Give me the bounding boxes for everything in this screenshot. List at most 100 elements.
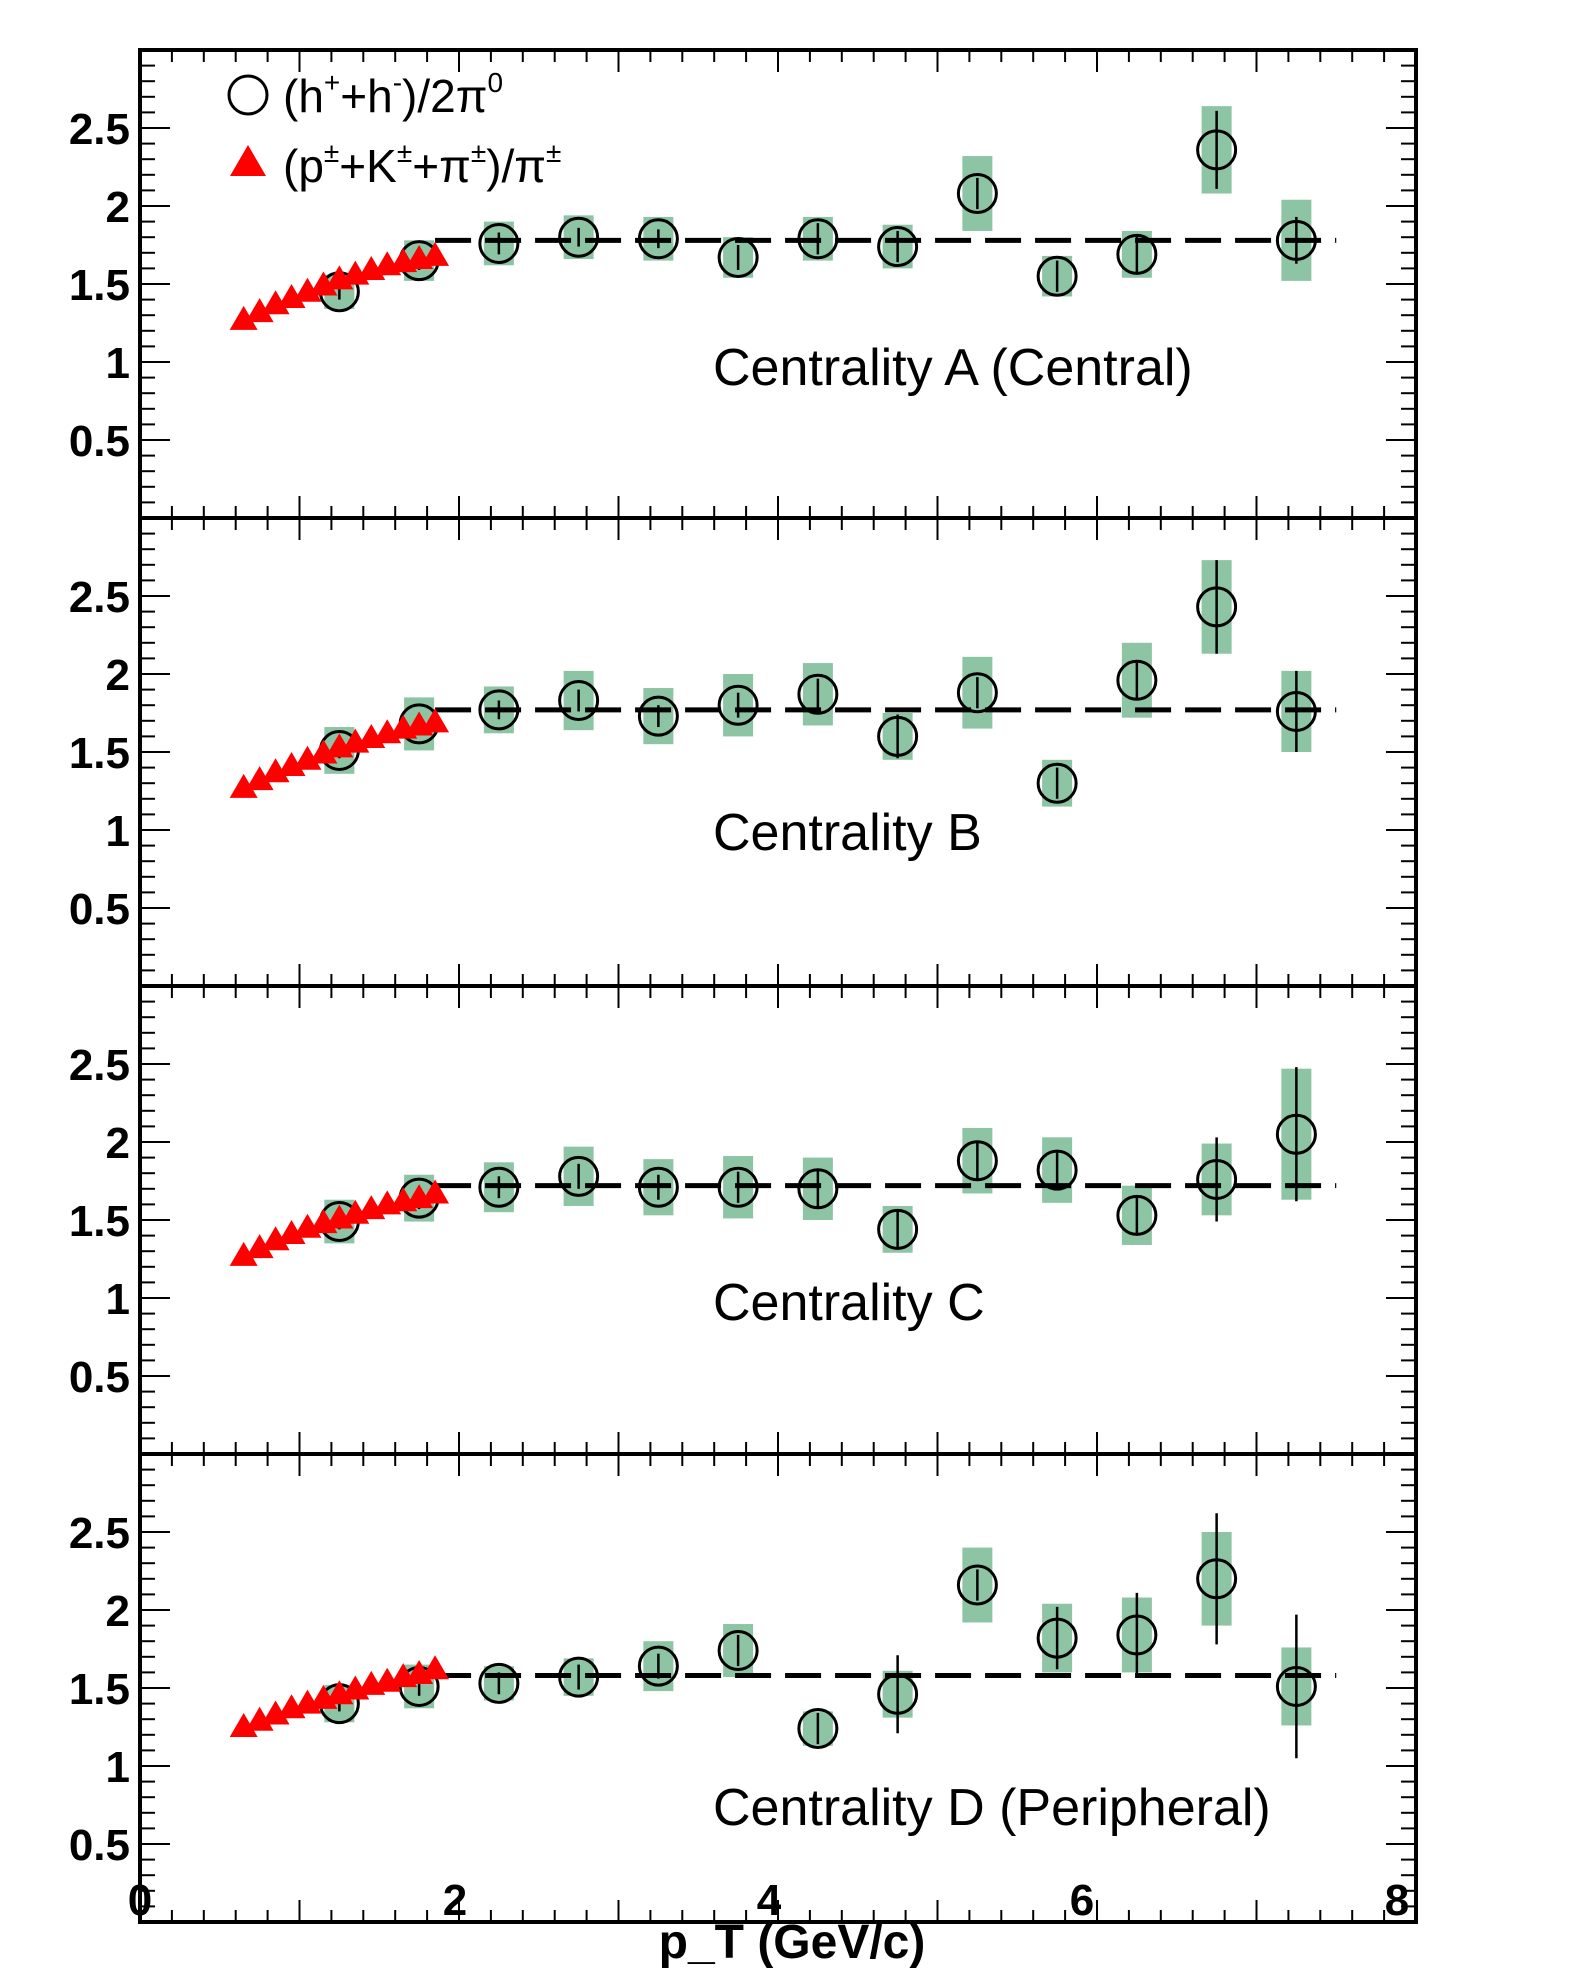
circle-point — [478, 1166, 520, 1208]
triangle-point — [277, 284, 306, 309]
panel-label-c: Centrality C — [713, 1274, 985, 1332]
circle-point — [1275, 1113, 1317, 1155]
triangle-point — [229, 773, 258, 798]
circle-point — [717, 684, 759, 726]
triangle-point — [245, 1706, 274, 1731]
panel-d: 0.5 1 1.5 2 2.5 — [69, 1452, 1418, 1924]
circle-point — [478, 689, 520, 731]
circle-point — [877, 1673, 919, 1715]
y-tick-label: 0.5 — [69, 1353, 130, 1402]
circle-point — [1116, 233, 1158, 275]
circle-point — [478, 222, 520, 264]
legend-label-charged-ratio: (p±+K±+π±)/π± — [283, 137, 561, 192]
triangle-point — [293, 277, 322, 302]
x-tick-label-8: 8 — [1385, 1876, 1409, 1925]
circle-point — [637, 1645, 679, 1687]
y-tick-label: 1.5 — [69, 1665, 130, 1714]
circle-point — [558, 1656, 600, 1698]
circle-point — [877, 715, 919, 757]
circle-point — [1275, 690, 1317, 732]
panel-b: 0.5 1 1.5 2 2.5 — [69, 516, 1418, 988]
panel-a: 0.5 1 1.5 2 2.5 — [69, 48, 1418, 520]
y-tick-label: 1 — [106, 1743, 130, 1792]
circle-point — [956, 1564, 998, 1606]
triangle-point — [421, 241, 450, 266]
circle-point — [558, 680, 600, 722]
y-tick-label: 1 — [106, 807, 130, 856]
circle-point — [1196, 129, 1238, 171]
circle-point — [956, 173, 998, 215]
circle-point — [797, 218, 839, 260]
y-tick-label: 2.5 — [69, 573, 130, 622]
y-tick-label: 2.5 — [69, 1041, 130, 1090]
y-tick-label: 2.5 — [69, 1509, 130, 1558]
y-tick-label: 1.5 — [69, 729, 130, 778]
legend-triangle-marker — [230, 145, 266, 176]
triangle-point — [421, 708, 450, 733]
triangle-point — [245, 298, 274, 323]
circle-point — [1036, 1149, 1078, 1191]
x-tick-label-6: 6 — [1070, 1876, 1094, 1925]
triangle-point — [277, 752, 306, 777]
triangle-point — [261, 1226, 290, 1251]
circle-point — [478, 1662, 520, 1704]
triangle-point — [421, 1179, 450, 1204]
y-tick-label: 1.5 — [69, 261, 130, 310]
triangle-point — [229, 305, 258, 330]
triangle-point — [261, 758, 290, 783]
triangle-point — [229, 1241, 258, 1266]
legend: (h++h-)/2π0 (p±+K±+π±)/π± — [227, 67, 561, 192]
circle-point — [1116, 1194, 1158, 1236]
circle-point — [1036, 762, 1078, 804]
circle-point — [956, 1140, 998, 1182]
legend-label-hadron-ratio: (h++h-)/2π0 — [283, 67, 503, 122]
panel-label-a: Centrality A (Central) — [713, 339, 1193, 397]
circle-point — [1036, 255, 1078, 297]
circle-point — [558, 1155, 600, 1197]
triangle-point — [421, 1655, 450, 1680]
circle-point — [877, 1208, 919, 1250]
x-axis-title: p_T (GeV/c) — [659, 1916, 926, 1969]
y-tick-label: 2.5 — [69, 105, 130, 154]
triangle-point — [293, 745, 322, 770]
circle-point — [1116, 1614, 1158, 1656]
panel-label-d: Centrality D (Peripheral) — [713, 1779, 1271, 1837]
circle-point — [637, 695, 679, 737]
circle-point — [1036, 1617, 1078, 1659]
y-tick-label: 2 — [106, 1587, 130, 1636]
circle-point — [1275, 219, 1317, 261]
circle-point — [1196, 586, 1238, 628]
panels-layer: 0.5 1 1.5 2 2.5 0.5 1 1.5 2 2.5 0.5 1 1.5 2 2.5 0.5 1 1.5… — [69, 48, 1418, 1924]
circle-point — [956, 672, 998, 714]
y-tick-label: 2 — [106, 651, 130, 700]
circle-point — [637, 1166, 679, 1208]
circle-point — [797, 1168, 839, 1210]
triangle-point — [309, 271, 338, 296]
circle-point — [558, 216, 600, 258]
circle-point — [717, 236, 759, 278]
circle-point — [717, 1630, 759, 1672]
x-tick-label-4: 4 — [757, 1876, 782, 1925]
triangle-point — [245, 766, 274, 791]
y-tick-label: 0.5 — [69, 417, 130, 466]
circle-point — [797, 673, 839, 715]
y-tick-label: 0.5 — [69, 885, 130, 934]
y-tick-label: 1 — [106, 1275, 130, 1324]
triangle-point — [277, 1220, 306, 1245]
panel-c: 0.5 1 1.5 2 2.5 — [69, 984, 1418, 1456]
circle-point — [877, 226, 919, 268]
circle-point — [797, 1708, 839, 1750]
y-tick-label: 2 — [106, 1119, 130, 1168]
y-tick-label: 2 — [106, 183, 130, 232]
circle-point — [637, 218, 679, 260]
triangle-point — [229, 1713, 258, 1737]
circle-point — [1196, 1558, 1238, 1600]
triangle-point — [261, 1700, 290, 1725]
x-tick-label-2: 2 — [443, 1876, 467, 1925]
panel-label-b: Centrality B — [713, 804, 982, 862]
triangle-point — [309, 739, 338, 764]
circle-point — [1275, 1665, 1317, 1707]
triangle-point — [245, 1234, 274, 1259]
legend-circle-marker — [227, 74, 269, 116]
